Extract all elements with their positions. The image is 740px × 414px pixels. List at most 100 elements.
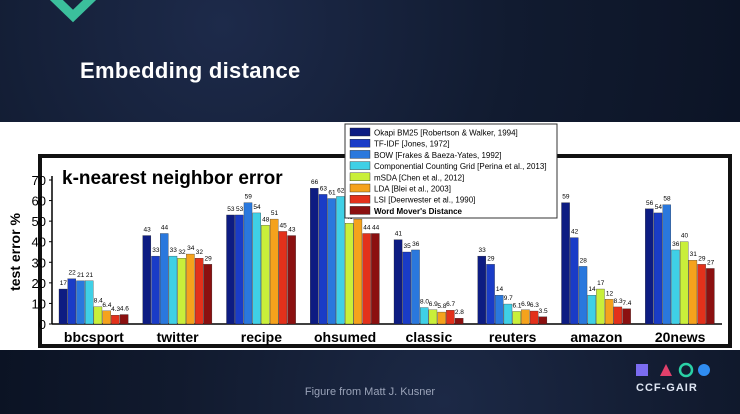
legend-entry: Okapi BM25 [Robertson & Walker, 1994] [374,129,518,138]
slide-title: Embedding distance [80,58,301,83]
y-tick-label: 50 [32,214,46,229]
figure-caption: Figure from Matt J. Kusner [304,386,436,398]
bar [561,202,570,325]
data-label: 8.0 [420,299,429,306]
legend-swatch [349,172,371,181]
legend-swatch [349,194,371,204]
data-label: 6.7 [446,301,455,308]
data-label: 32 [196,249,204,256]
bar [318,194,328,325]
data-label: 53 [236,206,244,213]
chart-panel: 0 10 20 30 40 50 60 70 test error % k-nearest nei… [0,122,740,350]
y-tick-label: 20 [32,276,46,291]
bar [679,241,689,325]
bar [111,315,120,325]
data-label: 35 [403,243,411,250]
bar [587,295,596,325]
data-label: 21 [86,272,94,279]
data-label: 9.7 [504,295,513,302]
legend-swatch [349,183,371,193]
chevron-down-icon [49,0,97,23]
data-label: 53 [227,206,235,213]
data-label: 33 [170,247,178,254]
bar [393,239,403,325]
bar [495,295,504,325]
bar [613,306,623,325]
data-label: 59 [245,194,253,201]
bar [446,310,455,325]
data-label: 4.3 [111,306,120,313]
category-label: 20news [655,329,706,345]
bar [662,204,671,325]
bar [697,264,706,325]
bar [327,198,336,325]
data-label: 66 [311,179,319,186]
legend-swatch [349,161,371,170]
data-label: 5.8 [437,303,446,310]
bar [261,225,270,325]
y-tick-label: 60 [32,194,46,209]
data-label: 36 [672,241,680,248]
y-tick-label: 70 [32,173,46,188]
data-label: 8.3 [614,298,623,305]
data-label: 56 [646,200,654,207]
legend-entry: LSI [Deerwester et al., 1990] [374,196,475,205]
bar [353,218,363,325]
bar-chart: 0 10 20 30 40 50 60 70 test error % k-nearest nei… [7,123,732,348]
category-label: amazon [570,329,622,345]
bar [428,309,438,325]
bar [437,311,446,325]
data-label: 6.1 [512,302,521,309]
legend-swatch [349,150,371,159]
y-axis-label: test error % [7,213,23,291]
bar [362,233,371,325]
data-label: 4.6 [120,306,129,313]
bar [160,233,169,325]
bar [252,212,261,325]
bar [521,309,530,325]
data-label: 61 [328,190,336,197]
bar [706,268,715,325]
bar [58,288,68,325]
bar [119,314,129,325]
bar [454,318,464,325]
data-label: 6.3 [530,302,539,309]
bar [203,264,213,325]
bar [186,253,195,325]
bar [578,266,588,325]
bar [287,235,296,325]
legend-entry: BOW [Frakes & Baeza-Yates, 1992] [374,151,501,160]
legend-entry: mSDA [Chen et al., 2012] [374,173,464,182]
bar [278,231,288,325]
y-tick-label: 40 [32,235,46,250]
data-label: 6.9 [429,301,438,308]
bar [142,235,152,325]
category-label: classic [406,329,453,345]
bar [622,308,631,325]
category-label: reuters [489,329,537,345]
data-label: 44 [372,224,380,231]
legend-entry: LDA [Blei et al., 2003] [374,185,451,194]
data-label: 43 [143,227,151,234]
bar [402,251,411,325]
data-label: 31 [690,251,698,258]
legend-entry: TF-IDF [Jones, 1972] [374,140,450,149]
bar [269,218,279,325]
legend-entry: Word Mover's Distance [374,207,463,216]
data-label: 63 [320,185,328,192]
data-label: 36 [412,241,420,248]
legend-swatch [349,139,371,148]
bar [243,202,253,325]
data-label: 44 [363,224,371,231]
bar [503,303,513,325]
data-label: 44 [161,224,169,231]
data-label: 21 [77,272,85,279]
data-label: 34 [187,245,195,252]
bar [310,188,319,325]
data-label: 27 [707,259,715,266]
bar [151,255,160,325]
data-label: 41 [395,231,403,238]
data-label: 17 [60,280,68,287]
bar [688,260,698,325]
logo-text: CCF-GAIR [636,382,698,394]
